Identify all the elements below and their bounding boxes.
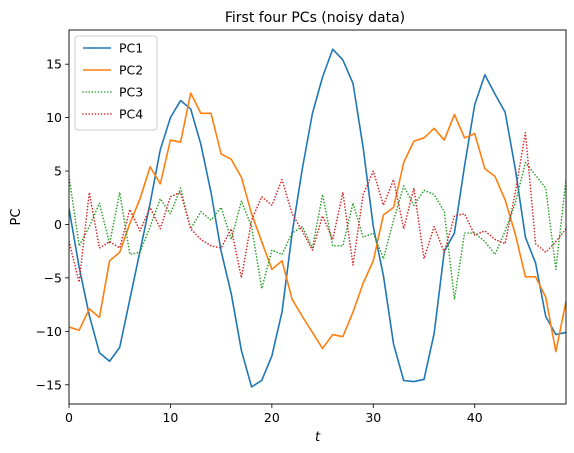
legend-box xyxy=(74,35,158,131)
x-tick-label: 30 xyxy=(365,410,381,425)
y-tick-label: 10 xyxy=(46,110,62,125)
y-tick-label: 5 xyxy=(54,164,62,179)
x-axis-label: t xyxy=(315,430,321,445)
y-tick-label: −10 xyxy=(36,324,62,339)
y-tick-label: −5 xyxy=(44,270,62,285)
x-tick-label: 0 xyxy=(65,410,73,425)
legend: PC1 PC2 PC3 PC4 xyxy=(74,35,158,131)
axis-ticks: 0 10 20 30 40 −15 −10 −5 0 5 10 15 xyxy=(36,57,483,425)
y-axis-label: PC xyxy=(9,209,24,226)
x-tick-label: 10 xyxy=(162,410,178,425)
y-tick-label: 15 xyxy=(46,57,62,72)
legend-label-pc1: PC1 xyxy=(119,41,143,56)
legend-label-pc2: PC2 xyxy=(119,63,143,78)
y-tick-label: 0 xyxy=(54,217,62,232)
legend-label-pc3: PC3 xyxy=(119,85,143,100)
axes-frame xyxy=(68,29,567,405)
x-tick-label: 20 xyxy=(264,410,280,425)
y-tick-label: −15 xyxy=(36,377,62,392)
chart-title: First four PCs (noisy data) xyxy=(225,10,405,26)
series-line-pc2 xyxy=(69,92,566,353)
x-tick-label: 40 xyxy=(467,410,483,425)
legend-label-pc4: PC4 xyxy=(119,107,143,122)
series-line-pc1 xyxy=(69,48,566,388)
series-line-pc4 xyxy=(69,131,566,283)
plot-area xyxy=(69,48,566,388)
